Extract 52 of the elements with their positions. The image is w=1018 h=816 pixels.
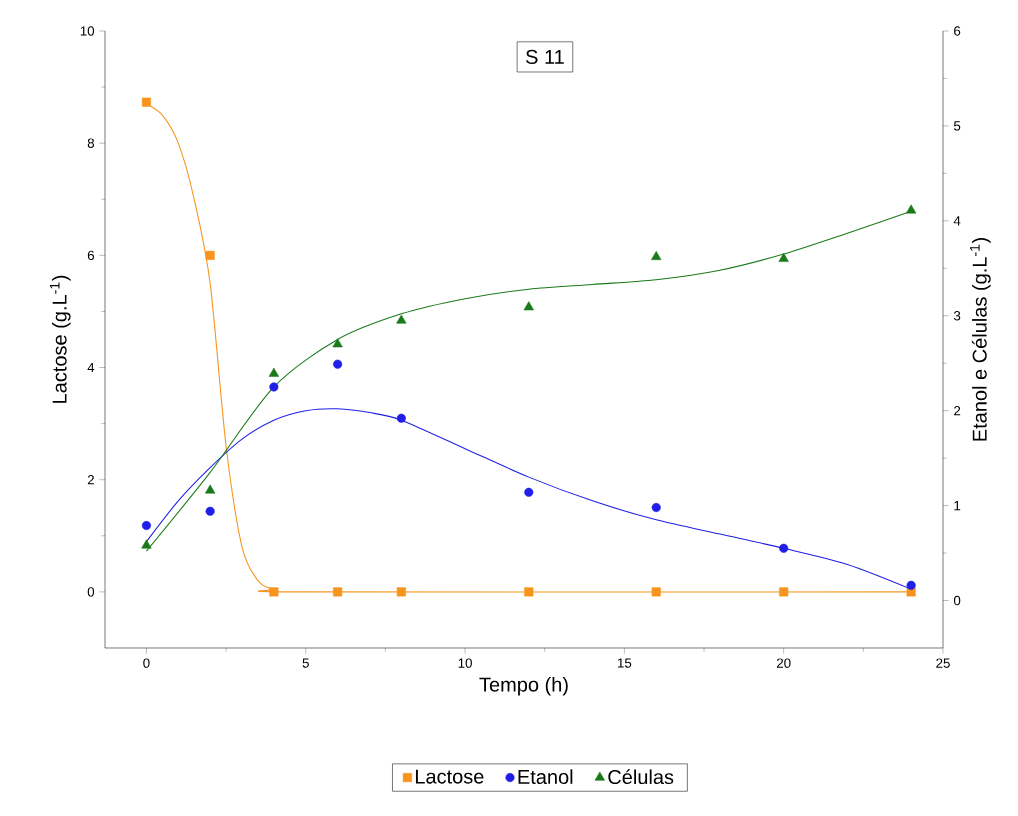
y-tick-label: 6 bbox=[87, 250, 95, 261]
point bbox=[651, 502, 661, 513]
y2-axis-title: Etanol e Células (g.L$^{-1}$) bbox=[969, 238, 991, 441]
x-tick-label: 20 bbox=[776, 658, 791, 668]
point bbox=[396, 314, 407, 324]
point bbox=[332, 338, 343, 348]
point bbox=[141, 521, 151, 531]
y-tick-label: 4 bbox=[87, 362, 95, 373]
point bbox=[205, 506, 215, 516]
y2-tick-label: 5 bbox=[953, 121, 961, 131]
legend-label: Lactose bbox=[415, 769, 484, 784]
point bbox=[906, 580, 916, 590]
y-tick-label: 10 bbox=[80, 26, 95, 36]
point bbox=[396, 413, 406, 423]
annotation: S 11 bbox=[526, 49, 564, 64]
point bbox=[396, 587, 406, 597]
point bbox=[141, 539, 152, 549]
y2-tick-label: 1 bbox=[954, 501, 961, 511]
y-axis-title: Lactose (g.L$^{-1}$) bbox=[49, 275, 71, 403]
point bbox=[651, 251, 662, 260]
y2-tick-label: 4 bbox=[953, 216, 961, 226]
x-tick-label: 5 bbox=[302, 658, 309, 668]
x-tick-label: 10 bbox=[458, 658, 472, 668]
x-tick-label: 0 bbox=[143, 658, 150, 668]
point bbox=[141, 97, 151, 107]
point bbox=[524, 487, 534, 497]
legend-label: Etanol bbox=[518, 769, 573, 784]
y2-tick-label: 6 bbox=[954, 26, 961, 36]
point bbox=[906, 204, 917, 214]
y2-tick-label: 3 bbox=[953, 311, 961, 321]
x-axis-title: Tempo (h) bbox=[479, 676, 568, 696]
y2-tick-label: 0 bbox=[953, 595, 961, 606]
point bbox=[268, 367, 279, 377]
point bbox=[778, 252, 789, 262]
y-tick-label: 0 bbox=[87, 587, 95, 597]
legend-label: Células bbox=[608, 769, 674, 785]
y-tick-label: 8 bbox=[87, 138, 95, 148]
point bbox=[333, 587, 343, 597]
y-tick-label: 2 bbox=[87, 475, 94, 485]
point bbox=[205, 250, 215, 260]
point bbox=[779, 587, 789, 597]
point bbox=[269, 382, 279, 392]
point bbox=[523, 301, 534, 311]
x-tick-label: 15 bbox=[617, 658, 632, 668]
y2-tick-label: 2 bbox=[954, 406, 961, 416]
x-tick-label: 25 bbox=[936, 658, 950, 668]
point bbox=[205, 484, 216, 494]
point bbox=[524, 587, 534, 597]
point bbox=[651, 587, 661, 597]
point bbox=[779, 543, 789, 553]
point bbox=[333, 359, 343, 369]
point bbox=[269, 587, 279, 597]
